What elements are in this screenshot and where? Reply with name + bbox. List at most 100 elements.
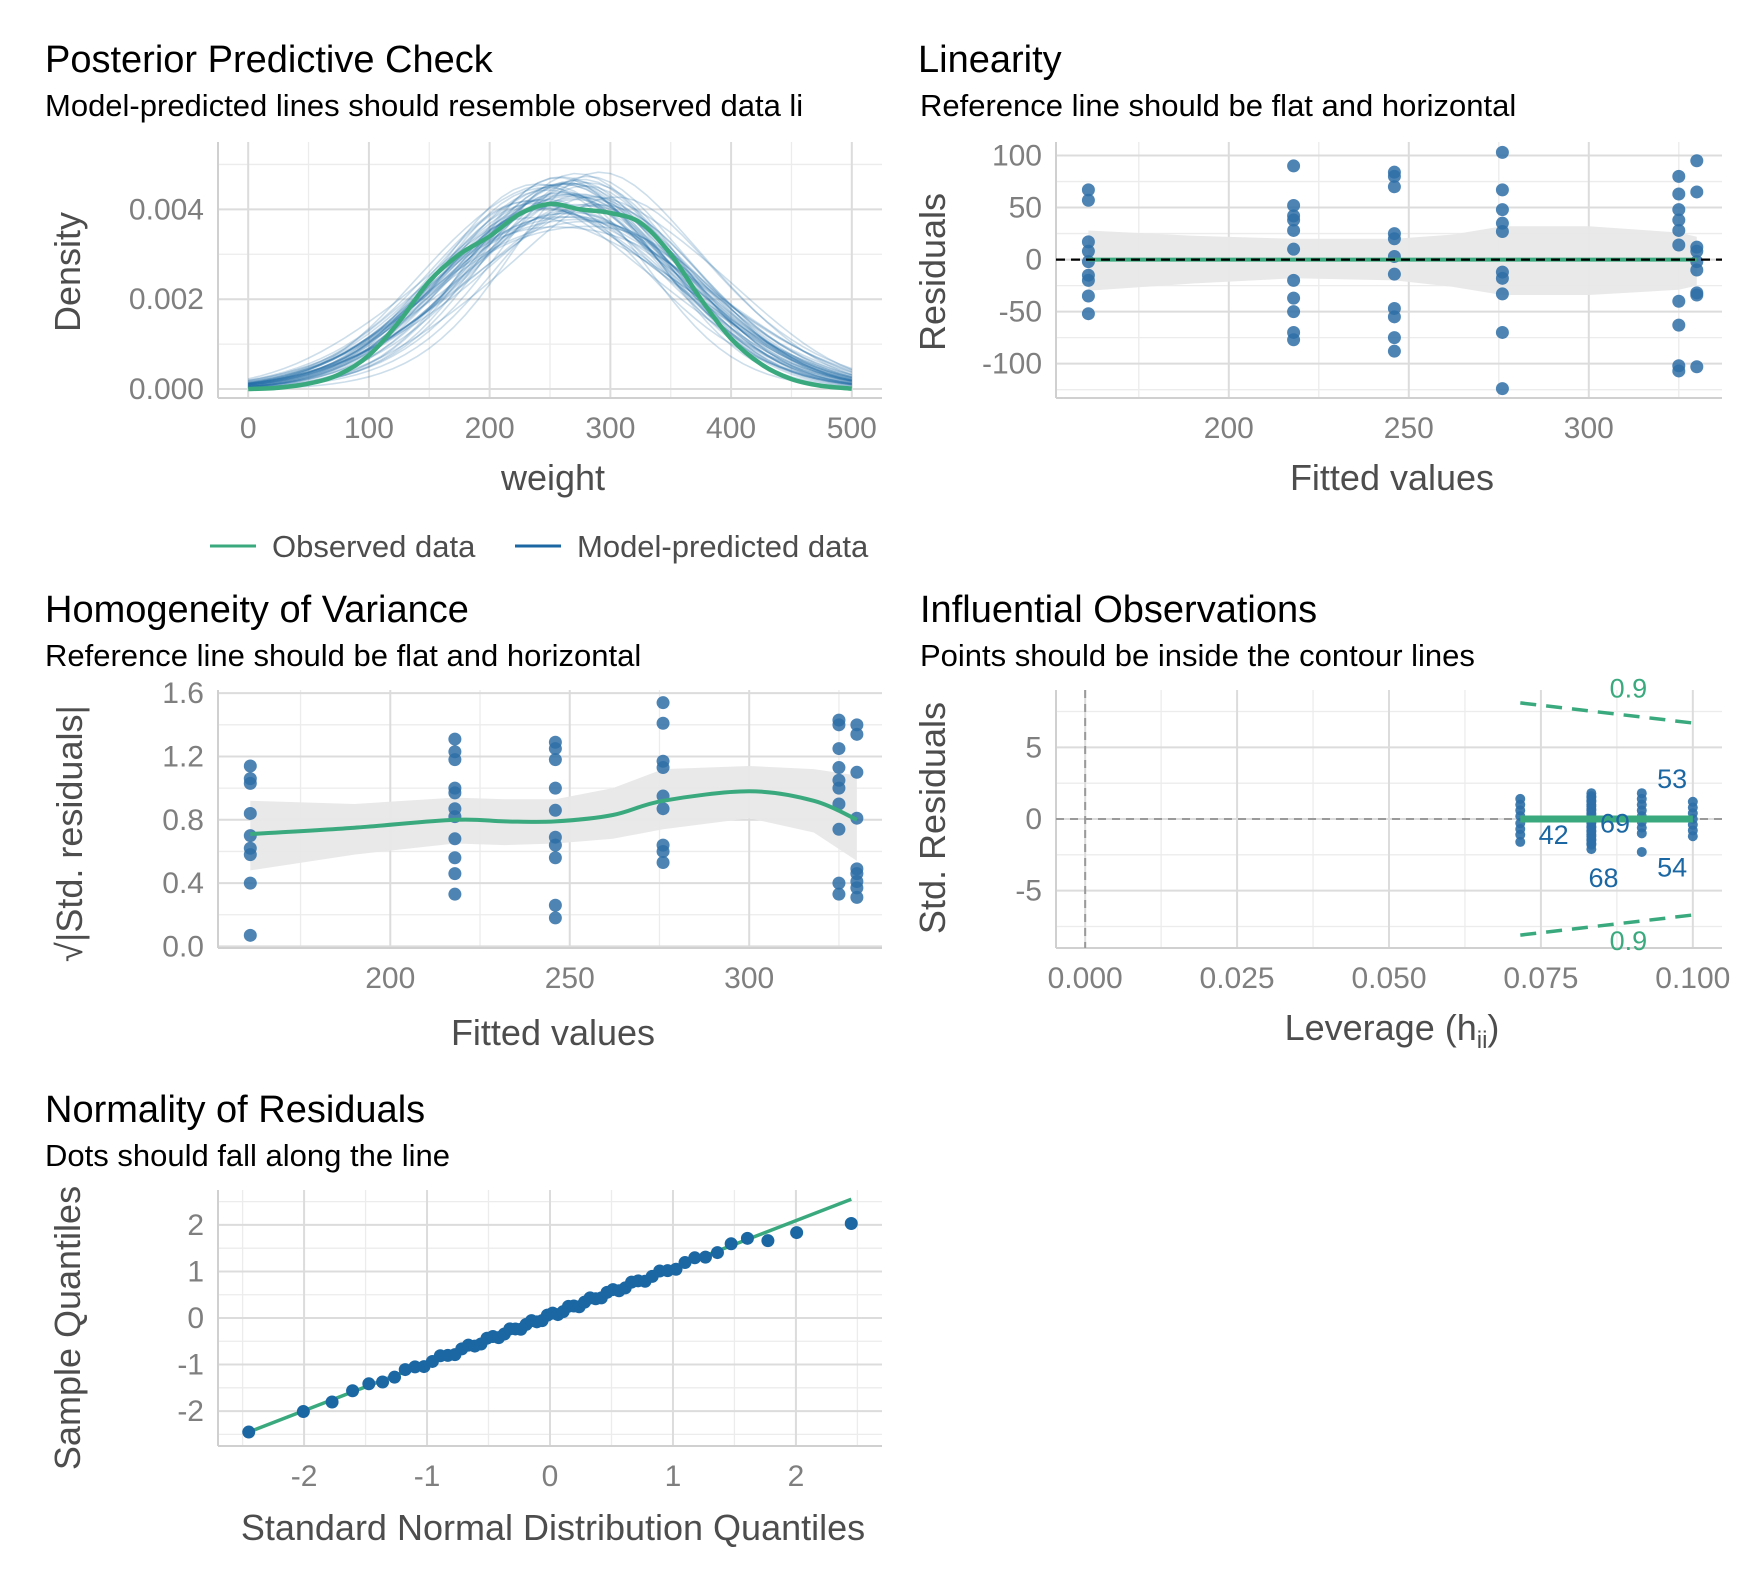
- normality-x-tick-label: -2: [291, 1460, 318, 1493]
- ppc-predicted-line: [248, 172, 852, 389]
- ppc-plot-area: 0 100 200 300 400 500 0.000 0.002 0.004: [129, 142, 882, 445]
- homogeneity-point: [243, 928, 257, 942]
- normality-y-tick-label: 2: [187, 1209, 204, 1242]
- normality-point: [761, 1234, 775, 1248]
- ppc-y-tick-label: 0.002: [129, 283, 204, 316]
- normality-point: [242, 1425, 256, 1439]
- homogeneity-point: [448, 867, 462, 881]
- linearity-point: [1387, 267, 1401, 281]
- ppc-predicted-line: [248, 192, 852, 385]
- homogeneity-point: [656, 856, 670, 870]
- homogeneity-point: [448, 887, 462, 901]
- linearity-point: [1081, 244, 1095, 258]
- homogeneity-ylabel-sqrt: √: [49, 942, 90, 962]
- ppc-predicted-line: [248, 192, 852, 389]
- linearity-point: [1081, 193, 1095, 207]
- normality-x-tick-label: 1: [665, 1460, 682, 1493]
- influential-y-tick-label: 5: [1025, 731, 1042, 764]
- linearity-point: [1387, 331, 1401, 345]
- influential-point: [1515, 829, 1526, 840]
- homogeneity-point: [850, 881, 864, 895]
- homogeneity-y-tick-label: 0.8: [162, 804, 204, 837]
- ppc-predicted-line: [248, 203, 853, 386]
- homogeneity-y-tick-label: 0.0: [162, 930, 204, 963]
- homogeneity-x-tick-label: 200: [365, 962, 415, 995]
- influential-point-label: 53: [1657, 764, 1687, 794]
- influential-point: [1515, 836, 1526, 847]
- normality-x-tick-label: 0: [542, 1460, 559, 1493]
- ppc-predicted-line: [248, 175, 853, 389]
- linearity-point: [1690, 154, 1704, 168]
- influential-x-tick-label: 0.100: [1655, 962, 1730, 995]
- homogeneity-point: [243, 776, 257, 790]
- normality-ylabel: Sample Quantiles: [47, 1186, 88, 1470]
- normality-y-tick-label: 1: [187, 1255, 204, 1288]
- linearity-point: [1672, 364, 1686, 378]
- linearity-point: [1672, 294, 1686, 308]
- ppc-gridlines: [218, 142, 882, 398]
- homogeneity-xlabel: Fitted values: [451, 1012, 655, 1053]
- ppc-predicted-line: [248, 212, 853, 385]
- normality-plot-area: -2 -1 0 1 2 -2 -1 0 1 2: [177, 1190, 882, 1493]
- linearity-point: [1690, 360, 1704, 374]
- homogeneity-point: [548, 911, 562, 925]
- linearity-point: [1672, 169, 1686, 183]
- normality-point: [740, 1231, 754, 1245]
- ppc-predicted-line: [248, 181, 852, 387]
- homogeneity-point: [832, 781, 846, 795]
- influential-x-tick-label: 0.025: [1200, 962, 1275, 995]
- normality-point: [362, 1377, 376, 1391]
- linearity-point: [1081, 273, 1095, 287]
- linearity-x-tick-label: 300: [1564, 412, 1614, 445]
- homogeneity-confidence-band: [250, 766, 857, 871]
- linearity-point: [1081, 235, 1095, 249]
- ppc-x-tick-label: 400: [706, 412, 756, 445]
- influential-plot-area: 0.000 0.025 0.050 0.075 0.100 -5 0 5 0.9 0.9 53 69 4…: [1015, 674, 1730, 995]
- ppc-predicted-line: [248, 193, 852, 388]
- homogeneity-ylabel: |Std. residuals|: [49, 705, 90, 942]
- homogeneity-point: [548, 898, 562, 912]
- linearity-xlabel: Fitted values: [1290, 457, 1494, 498]
- influential-xlabel-end: ): [1487, 1007, 1499, 1048]
- influential-xlabel-sub: ii: [1477, 1027, 1488, 1054]
- normality-points: [242, 1217, 858, 1439]
- normality-point: [388, 1370, 402, 1384]
- homogeneity-point: [448, 753, 462, 767]
- ppc-x-tick-label: 100: [344, 412, 394, 445]
- ppc-y-tick-label: 0.000: [129, 373, 204, 406]
- ppc-predicted-line: [248, 211, 852, 384]
- linearity-point: [1672, 238, 1686, 252]
- ppc-predicted-line: [248, 191, 852, 385]
- linearity-point: [1495, 224, 1509, 238]
- influential-point: [1636, 828, 1647, 839]
- ppc-predicted-line: [248, 215, 852, 386]
- homogeneity-points: [243, 696, 864, 942]
- linearity-point: [1387, 180, 1401, 194]
- ppc-predicted-line: [248, 186, 852, 388]
- ppc-ylabel: Density: [47, 212, 88, 332]
- influential-contour-label: 0.9: [1610, 674, 1648, 704]
- ppc-subtitle: Model-predicted lines should resemble ob…: [45, 88, 803, 123]
- linearity-y-tick-label: 0: [1025, 244, 1042, 277]
- homogeneity-point: [850, 718, 864, 732]
- linearity-point: [1081, 183, 1095, 197]
- linearity-point: [1287, 333, 1301, 347]
- ppc-predicted-line: [248, 182, 852, 387]
- linearity-point: [1690, 244, 1704, 258]
- homogeneity-gridlines: [218, 690, 882, 948]
- homogeneity-point: [850, 727, 864, 741]
- linearity-point: [1287, 291, 1301, 305]
- normality-point: [398, 1363, 412, 1377]
- ppc-predicted-line: [248, 203, 852, 384]
- ppc-xlabel: weight: [500, 457, 605, 498]
- ppc-predicted-line: [248, 207, 852, 383]
- influential-contour-line: [1520, 701, 1694, 725]
- homogeneity-point: [243, 876, 257, 890]
- homogeneity-point: [656, 696, 670, 710]
- linearity-point: [1690, 288, 1704, 302]
- linearity-point: [1495, 382, 1509, 396]
- influential-xlabel: Leverage (hii): [1285, 1007, 1500, 1054]
- ppc-predicted-line: [248, 216, 852, 382]
- linearity-point: [1287, 273, 1301, 287]
